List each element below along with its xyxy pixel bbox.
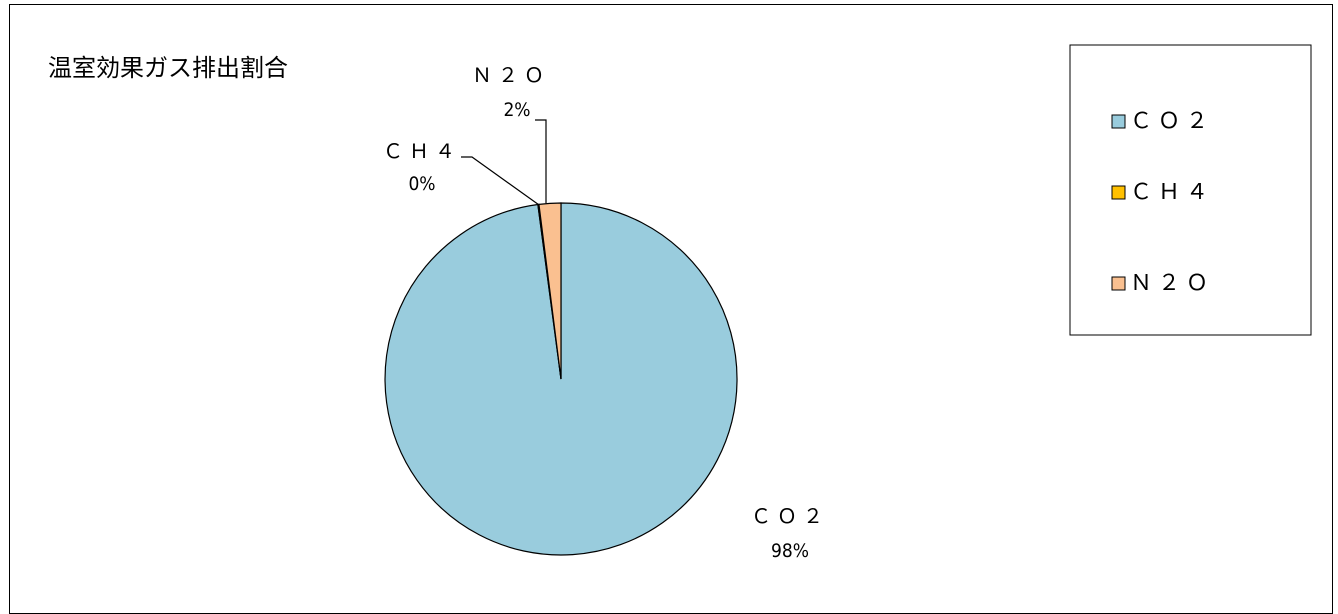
data-label-name-3: Ｎ２Ｏ: [472, 63, 550, 87]
data-label-name-2: ＣＨ４: [383, 139, 461, 163]
pie-slices: [384, 202, 738, 556]
data-label-name-1: ＣＯ２: [751, 504, 829, 528]
legend-swatch-1: [1111, 114, 1126, 129]
data-labels: ＣＯ２ 98% ＣＨ４ 0% Ｎ２Ｏ 2%: [383, 63, 829, 562]
legend-label-1: ＣＯ２: [1130, 109, 1214, 134]
legend-label-3: Ｎ２Ｏ: [1130, 271, 1214, 296]
data-label-value-1: 98%: [771, 540, 809, 562]
legend-box: [1069, 44, 1312, 336]
legend-swatch-2: [1111, 185, 1126, 200]
leader-line-3: [535, 119, 547, 204]
pie-slice-3: [538, 202, 562, 380]
leader-lines: [461, 119, 547, 205]
legend-label-2: ＣＨ４: [1130, 180, 1214, 205]
chart-title: 温室効果ガス排出割合: [48, 54, 288, 82]
data-label-value-2: 0%: [408, 173, 435, 195]
legend: ＣＯ２ ＣＨ４ Ｎ２Ｏ: [1111, 109, 1214, 296]
legend-swatch-3: [1111, 276, 1126, 291]
leader-line-2: [461, 156, 539, 205]
data-label-value-3: 2%: [503, 99, 530, 121]
